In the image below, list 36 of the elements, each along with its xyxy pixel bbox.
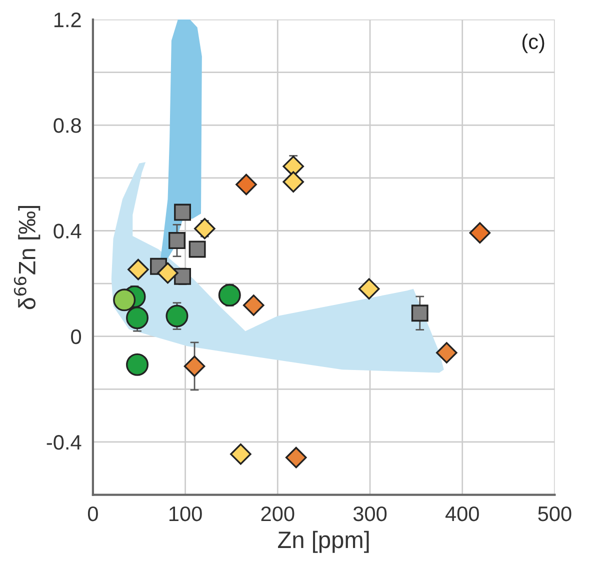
annotation: (c) bbox=[522, 34, 544, 54]
point bbox=[157, 262, 178, 284]
point bbox=[242, 294, 264, 316]
y-tick-label: 0 bbox=[71, 329, 82, 344]
point bbox=[285, 446, 307, 468]
y-tick-label: 0.4 bbox=[54, 224, 82, 238]
point bbox=[188, 240, 206, 258]
point bbox=[282, 171, 304, 193]
point bbox=[218, 284, 241, 306]
point bbox=[411, 304, 428, 322]
point bbox=[230, 443, 252, 465]
point bbox=[126, 353, 149, 376]
x-tick-label: 500 bbox=[538, 506, 572, 522]
point bbox=[168, 232, 186, 249]
y-tick-label: -0.4 bbox=[46, 434, 82, 450]
x-axis-title: Zn [ppm] bbox=[278, 530, 369, 553]
y-tick-label: 1.2 bbox=[54, 12, 81, 28]
point bbox=[236, 174, 257, 196]
point bbox=[126, 306, 149, 330]
point bbox=[358, 278, 380, 300]
x-tick-label: 200 bbox=[261, 506, 294, 522]
point bbox=[184, 356, 206, 377]
y-axis-title: δ$^{66}$Zn [‰] bbox=[14, 206, 40, 310]
point bbox=[174, 268, 191, 285]
point bbox=[469, 222, 491, 244]
x-tick-label: 0 bbox=[88, 506, 98, 522]
point bbox=[194, 218, 216, 240]
x-tick-label: 300 bbox=[353, 506, 387, 522]
x-tick-label: 400 bbox=[445, 506, 479, 522]
point bbox=[128, 258, 149, 280]
x-tick-label: 100 bbox=[170, 506, 202, 522]
point bbox=[436, 342, 458, 364]
point bbox=[174, 204, 191, 221]
point bbox=[166, 304, 188, 328]
point bbox=[113, 288, 136, 312]
y-tick-label: 0.8 bbox=[54, 118, 81, 133]
